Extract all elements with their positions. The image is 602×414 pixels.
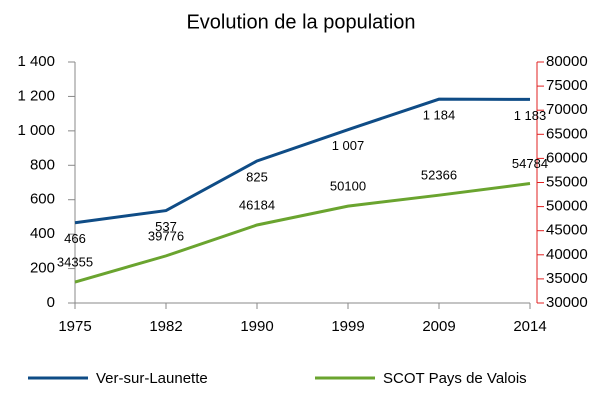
data-label: 1 184 bbox=[423, 108, 456, 123]
data-label: 52366 bbox=[421, 168, 457, 183]
data-label: 537 bbox=[155, 219, 177, 234]
y2-tick-label: 55000 bbox=[546, 173, 588, 190]
x-tick-label: 1999 bbox=[331, 318, 364, 335]
y2-tick-label: 35000 bbox=[546, 270, 588, 287]
x-tick-label: 1982 bbox=[149, 318, 182, 335]
x-tick-label: 2014 bbox=[513, 318, 546, 335]
x-tick-label: 1975 bbox=[58, 318, 91, 335]
legend-label: Ver-sur-Launette bbox=[96, 370, 208, 387]
data-label: 1 007 bbox=[332, 138, 365, 153]
y2-tick-label: 40000 bbox=[546, 246, 588, 263]
chart-title: Evolution de la population bbox=[186, 11, 415, 33]
data-label: 46184 bbox=[239, 197, 275, 212]
data-label: 825 bbox=[246, 169, 268, 184]
data-label: 34355 bbox=[57, 254, 93, 269]
y2-tick-label: 50000 bbox=[546, 198, 588, 215]
y2-tick-label: 75000 bbox=[546, 77, 588, 94]
y-tick-label: 1 000 bbox=[17, 122, 55, 139]
y2-tick-label: 45000 bbox=[546, 222, 588, 239]
y2-tick-label: 30000 bbox=[546, 294, 588, 311]
y2-tick-label: 80000 bbox=[546, 53, 588, 70]
y2-tick-label: 60000 bbox=[546, 149, 588, 166]
y-tick-label: 600 bbox=[30, 191, 55, 208]
data-label: 54784 bbox=[512, 156, 548, 171]
x-tick-label: 2009 bbox=[422, 318, 455, 335]
y2-tick-label: 65000 bbox=[546, 125, 588, 142]
series-line bbox=[74, 182, 531, 284]
x-tick-label: 1990 bbox=[240, 318, 273, 335]
data-label: 466 bbox=[64, 231, 86, 246]
data-label: 39776 bbox=[148, 228, 184, 243]
y2-tick-label: 70000 bbox=[546, 101, 588, 118]
y-tick-label: 1 400 bbox=[17, 53, 55, 70]
series-line bbox=[74, 97, 531, 225]
data-label: 1 183 bbox=[514, 108, 547, 123]
y-tick-label: 200 bbox=[30, 260, 55, 277]
data-label: 50100 bbox=[330, 179, 366, 194]
y-tick-label: 800 bbox=[30, 156, 55, 173]
y-tick-label: 0 bbox=[47, 294, 55, 311]
legend-label: SCOT Pays de Valois bbox=[383, 370, 527, 387]
y-tick-label: 1 200 bbox=[17, 87, 55, 104]
y-tick-label: 400 bbox=[30, 225, 55, 242]
